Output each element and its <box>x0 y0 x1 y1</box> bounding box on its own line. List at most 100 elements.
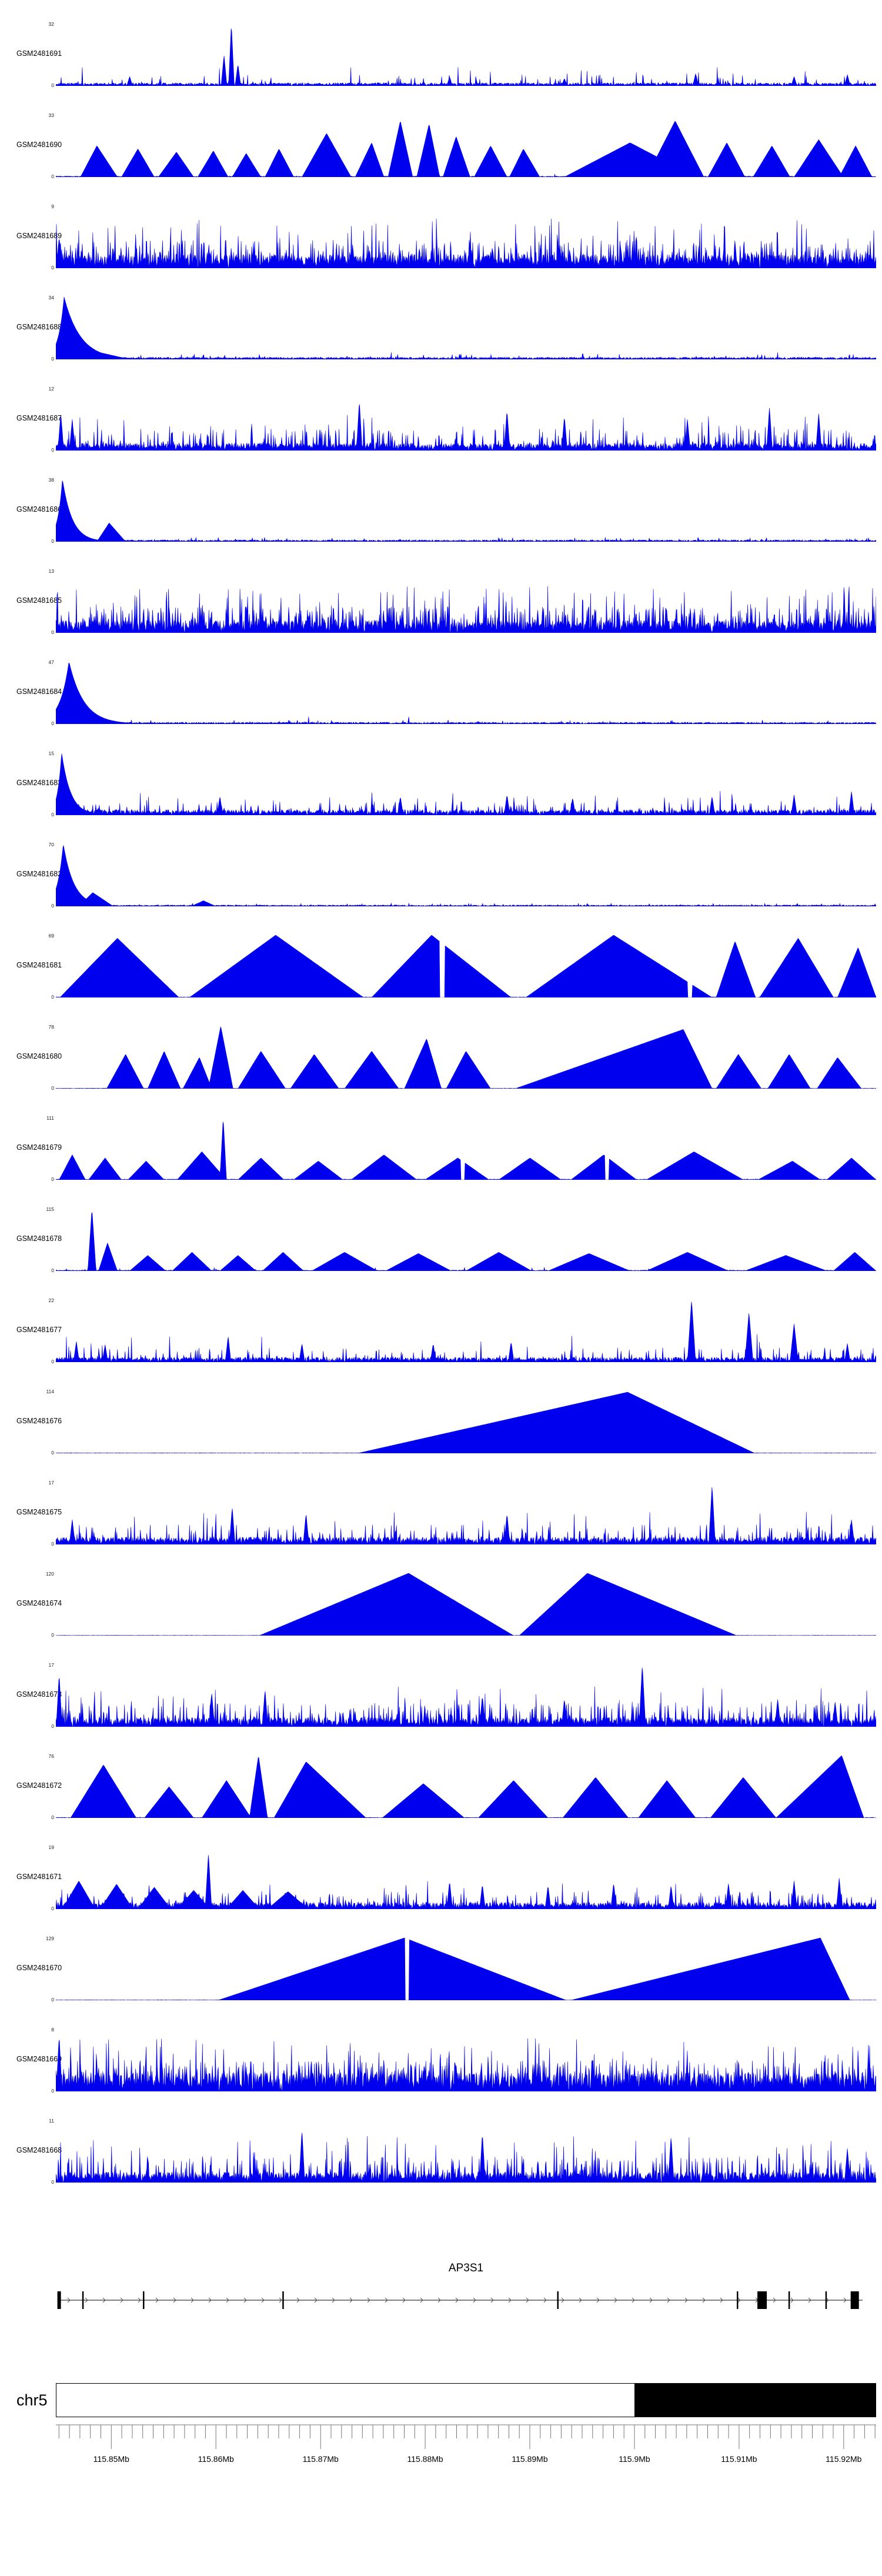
strand-arrow-icon <box>67 2297 71 2303</box>
track-label: GSM2481680 <box>16 1052 62 1060</box>
strand-arrow-icon <box>614 2297 617 2303</box>
strand-arrow-icon <box>773 2297 776 2303</box>
track-plot: 69 0 <box>49 933 876 1000</box>
track-ymax-label: 76 <box>48 1753 54 1759</box>
strand-arrow-icon <box>508 2297 512 2303</box>
track-label: GSM2481681 <box>16 961 62 969</box>
strand-arrow-icon <box>385 2297 388 2303</box>
track-label: GSM2481671 <box>16 1873 62 1881</box>
track-ymax-label: 114 <box>46 1389 54 1394</box>
track-yzero-label: 0 <box>51 447 54 453</box>
track-label: GSM2481678 <box>16 1234 62 1243</box>
track-ymax-label: 47 <box>48 659 54 665</box>
track-yzero-label: 0 <box>51 1359 54 1364</box>
gene-exon <box>850 2291 859 2309</box>
track-yzero-label: 0 <box>51 1997 54 2003</box>
track-label: GSM2481683 <box>16 779 62 787</box>
track-ymax-label: 69 <box>48 933 54 939</box>
track-plot: 33 0 <box>49 112 876 179</box>
track-ymax-label: 33 <box>48 112 54 118</box>
track-label: GSM2481684 <box>16 688 62 696</box>
track-signal <box>56 1938 876 2000</box>
track-ymax-label: 32 <box>48 21 54 27</box>
track-yzero-label: 0 <box>51 1450 54 1456</box>
track-row: GSM2481690 33 0 <box>0 106 882 198</box>
track-yzero-label: 0 <box>51 1267 54 1273</box>
chromosome-ideogram <box>56 2383 876 2417</box>
track-row: GSM2481672 76 0 <box>0 1747 882 1838</box>
track-row: GSM2481674 120 0 <box>0 1565 882 1656</box>
track-row: GSM2481680 78 0 <box>0 1018 882 1109</box>
genome-coordinate-ruler: 115.85Mb 115.86Mb 115.87Mb 115.88Mb 115.89Mb… <box>56 2424 876 2464</box>
track-yzero-label: 0 <box>51 994 54 1000</box>
strand-arrow-icon <box>120 2297 123 2303</box>
track-plot: 19 0 <box>49 1844 876 1911</box>
track-plot: 129 0 <box>46 1936 876 2003</box>
track-row: GSM2481686 38 0 <box>0 471 882 562</box>
strand-arrow-icon <box>790 2297 794 2303</box>
track-ymax-label: 129 <box>45 1936 54 1941</box>
track-yzero-label: 0 <box>51 538 54 544</box>
track-label: GSM2481689 <box>16 232 62 240</box>
track-label: GSM2481691 <box>16 49 62 58</box>
track-yzero-label: 0 <box>51 1906 54 1911</box>
track-ymax-label: 19 <box>48 1844 54 1850</box>
track-label: GSM2481674 <box>16 1599 62 1607</box>
track-plot: 12 0 <box>49 386 876 453</box>
axis-tick-label: 115.9Mb <box>619 2454 650 2464</box>
track-label: GSM2481686 <box>16 505 62 513</box>
strand-arrow-icon <box>720 2297 723 2303</box>
track-label: GSM2481677 <box>16 1326 62 1334</box>
gene-exon <box>143 2291 145 2309</box>
chromosome-label: chr5 <box>16 2391 48 2409</box>
track-row: GSM2481676 114 0 <box>0 1383 882 1474</box>
track-label: GSM2481685 <box>16 596 62 605</box>
track-plot: 114 0 <box>46 1389 876 1456</box>
track-yzero-label: 0 <box>51 629 54 635</box>
strand-arrow-icon <box>543 2297 547 2303</box>
track-ymax-label: 17 <box>48 1662 54 1668</box>
track-yzero-label: 0 <box>51 2179 54 2185</box>
strand-arrow-icon <box>367 2297 370 2303</box>
track-signal <box>56 481 876 542</box>
strand-arrow-icon <box>737 2297 741 2303</box>
track-plot: 38 0 <box>49 477 876 544</box>
track-label: GSM2481688 <box>16 323 62 331</box>
track-plot: 15 0 <box>49 750 876 817</box>
track-signal <box>56 1667 876 1727</box>
strand-arrow-icon <box>473 2297 476 2303</box>
track-label: GSM2481668 <box>16 2146 62 2154</box>
strand-arrow-icon <box>437 2297 441 2303</box>
track-plot: 115 0 <box>46 1206 876 1273</box>
track-label: GSM2481679 <box>16 1143 62 1152</box>
track-ymax-label: 15 <box>48 750 54 756</box>
track-ymax-label: 12 <box>48 386 54 392</box>
track-signal <box>56 753 876 815</box>
track-signal <box>56 121 876 177</box>
gene-exon <box>557 2291 559 2309</box>
strand-arrow-icon <box>596 2297 600 2303</box>
track-label: GSM2481669 <box>16 2055 62 2063</box>
axis-tick-label: 115.92Mb <box>826 2454 861 2464</box>
axis-tick-label: 115.91Mb <box>721 2454 757 2464</box>
track-signal <box>56 1212 876 1271</box>
gene-exon <box>57 2291 61 2309</box>
track-signal <box>56 1487 876 1544</box>
strand-arrow-icon <box>296 2297 300 2303</box>
track-signal <box>56 2133 876 2183</box>
strand-arrow-icon <box>702 2297 706 2303</box>
strand-arrow-icon <box>279 2297 282 2303</box>
track-signal <box>56 1392 876 1453</box>
track-label: GSM2481672 <box>16 1781 62 1790</box>
track-yzero-label: 0 <box>51 2088 54 2094</box>
track-plot: 32 0 <box>49 21 876 88</box>
track-row: GSM2481683 15 0 <box>0 745 882 836</box>
track-signal <box>56 935 876 997</box>
track-row: GSM2481675 17 0 <box>0 1474 882 1565</box>
track-ymax-label: 111 <box>46 1115 54 1121</box>
track-row: GSM2481678 115 0 <box>0 1200 882 1292</box>
strand-arrow-icon <box>402 2297 406 2303</box>
strand-arrow-icon <box>173 2297 176 2303</box>
gene-exon <box>282 2291 284 2309</box>
strand-arrow-icon <box>667 2297 670 2303</box>
